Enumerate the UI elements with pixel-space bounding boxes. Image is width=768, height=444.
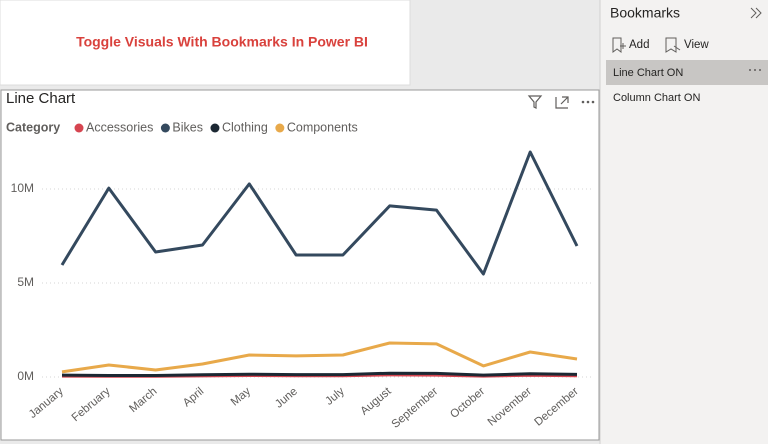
y-tick-label: 0M	[17, 369, 34, 383]
legend: Accessories Bikes Clothing Components	[74, 120, 358, 134]
title-card	[0, 0, 411, 86]
collapse-pane-icon[interactable]	[750, 7, 762, 19]
legend-marker	[160, 123, 170, 133]
add-bookmark-icon[interactable]	[612, 37, 626, 53]
legend-label: Clothing	[222, 120, 268, 134]
visual-container[interactable]	[0, 89, 600, 441]
bookmark-more-icon[interactable]	[749, 69, 761, 71]
selected-bookmark-highlight	[606, 60, 768, 85]
legend-title: Category	[6, 120, 60, 134]
more-options-icon[interactable]	[581, 100, 595, 104]
legend-label: Components	[287, 120, 358, 134]
report-title: Toggle Visuals With Bookmarks In Power B…	[76, 34, 368, 50]
legend-marker	[210, 123, 220, 133]
view-bookmark-icon[interactable]	[665, 37, 681, 53]
pane-title: Bookmarks	[610, 5, 680, 21]
view-button[interactable]: View	[684, 39, 709, 51]
legend-marker	[74, 123, 84, 133]
add-button[interactable]: Add	[629, 39, 649, 51]
bookmark-item[interactable]: Column Chart ON	[613, 92, 700, 104]
visual-title: Line Chart	[6, 90, 76, 107]
y-tick-label: 10M	[11, 181, 34, 195]
y-tick-label: 5M	[17, 275, 34, 289]
legend-label: Accessories	[86, 120, 153, 134]
visual-header-icons	[527, 95, 595, 109]
series-line	[61, 341, 578, 374]
focus-mode-icon[interactable]	[555, 96, 569, 109]
legend-label: Bikes	[172, 120, 203, 134]
legend-marker	[275, 123, 285, 133]
filter-icon[interactable]	[527, 95, 543, 109]
series-line	[60, 150, 579, 276]
bookmark-item[interactable]: Line Chart ON	[613, 67, 683, 79]
series-line	[61, 371, 578, 377]
